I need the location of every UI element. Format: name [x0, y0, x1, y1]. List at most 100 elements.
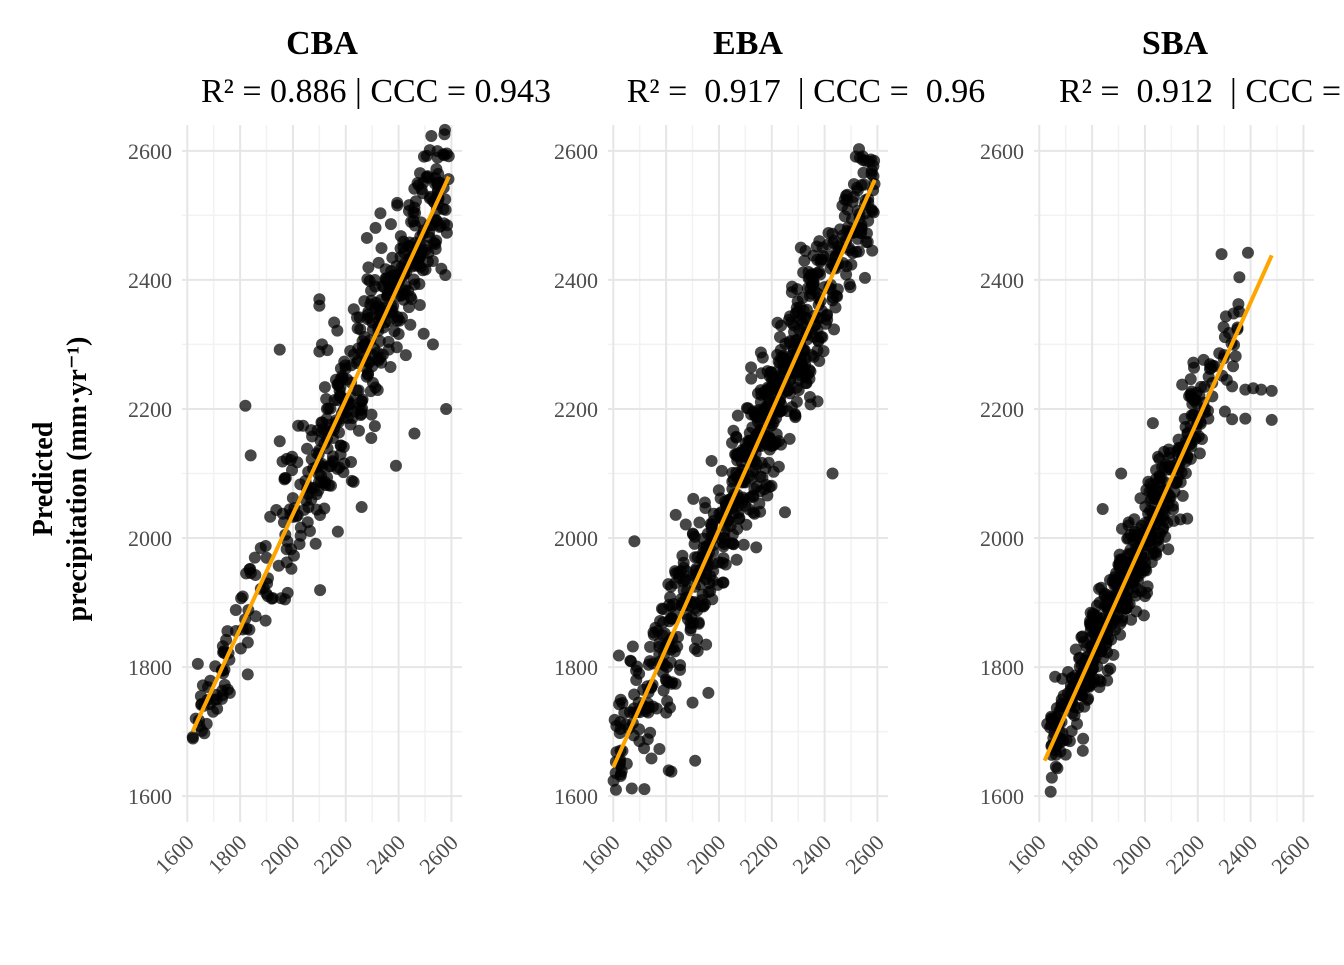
y-axis-title: Predicted precipitation (mm·yr⁻¹): [28, 337, 93, 622]
data-point: [739, 442, 752, 455]
data-point: [1184, 373, 1197, 386]
data-point: [798, 254, 811, 267]
data-point: [425, 129, 438, 142]
data-point: [1192, 430, 1205, 443]
data-point: [802, 272, 815, 285]
y-tick-label: 1800: [980, 655, 1024, 680]
data-point: [726, 466, 739, 479]
data-point: [362, 261, 375, 274]
data-point: [867, 206, 880, 219]
data-point: [1119, 591, 1132, 604]
data-point: [718, 531, 731, 544]
data-point: [628, 535, 641, 548]
data-point: [286, 450, 299, 463]
data-point: [748, 507, 761, 520]
data-point: [665, 765, 678, 778]
data-point: [749, 407, 762, 420]
data-point: [626, 640, 639, 653]
data-point: [1162, 543, 1175, 556]
y-tick-label: 2400: [980, 268, 1024, 293]
data-point: [438, 123, 451, 136]
data-point: [680, 565, 693, 578]
data-point: [669, 567, 682, 580]
data-point: [693, 516, 706, 529]
data-point: [862, 214, 875, 227]
data-point: [1215, 248, 1228, 261]
data-point: [692, 617, 705, 630]
data-point: [315, 425, 328, 438]
data-point: [429, 214, 442, 227]
panel-stats: R² = 0.886 | CCC = 0.943: [201, 73, 551, 110]
data-point: [794, 241, 807, 254]
y-tick-label: 2400: [128, 268, 172, 293]
y-tick-label: 1600: [128, 784, 172, 809]
data-point: [1153, 471, 1166, 484]
fit-line: [611, 179, 877, 768]
data-point: [612, 649, 625, 662]
data-point: [374, 207, 387, 220]
data-point: [426, 338, 439, 351]
data-point: [363, 274, 376, 287]
data-point: [1077, 732, 1090, 745]
data-point: [608, 713, 621, 726]
data-point: [826, 467, 839, 480]
data-point: [211, 702, 224, 715]
data-point: [713, 556, 726, 569]
data-point: [273, 435, 286, 448]
data-point: [697, 600, 710, 613]
data-point: [331, 324, 344, 337]
data-point: [316, 338, 328, 351]
data-point: [383, 279, 396, 292]
data-point: [813, 235, 826, 248]
x-tick-label: 2200: [735, 830, 784, 879]
data-point: [1127, 576, 1140, 589]
data-point: [1083, 679, 1096, 692]
data-point: [772, 460, 785, 473]
data-point: [417, 327, 430, 340]
data-point: [420, 170, 433, 183]
data-point: [737, 538, 750, 551]
data-point: [244, 449, 257, 462]
data-point: [1152, 540, 1165, 553]
data-point: [644, 640, 657, 653]
data-point: [715, 464, 728, 477]
x-tick-label: 2600: [1266, 830, 1315, 879]
data-point: [609, 783, 622, 796]
data-point: [1138, 590, 1151, 603]
data-point: [379, 263, 392, 276]
data-point: [432, 167, 445, 180]
data-point: [1239, 412, 1252, 425]
data-point: [633, 723, 646, 736]
data-point: [439, 269, 452, 282]
data-point: [661, 695, 674, 708]
data-point: [404, 318, 417, 331]
data-point: [813, 355, 826, 368]
data-point: [1226, 413, 1239, 426]
data-point: [293, 537, 306, 550]
data-point: [811, 267, 824, 280]
data-point: [223, 686, 236, 699]
y-tick-label: 1800: [554, 655, 598, 680]
data-point: [1158, 445, 1171, 458]
data-point: [840, 268, 853, 281]
data-point: [638, 783, 651, 796]
data-point: [440, 402, 453, 415]
data-point: [777, 349, 790, 362]
data-point: [1114, 628, 1127, 641]
data-point: [320, 402, 333, 415]
data-point: [1218, 405, 1231, 418]
data-point: [1071, 717, 1084, 730]
data-point: [243, 563, 256, 576]
data-point: [1153, 514, 1166, 527]
x-tick-label: 2400: [787, 830, 836, 879]
data-point: [786, 280, 799, 293]
data-point: [1208, 360, 1221, 373]
data-point: [1143, 485, 1156, 498]
data-point: [858, 178, 871, 191]
data-point: [390, 341, 403, 354]
data-point: [259, 614, 272, 627]
